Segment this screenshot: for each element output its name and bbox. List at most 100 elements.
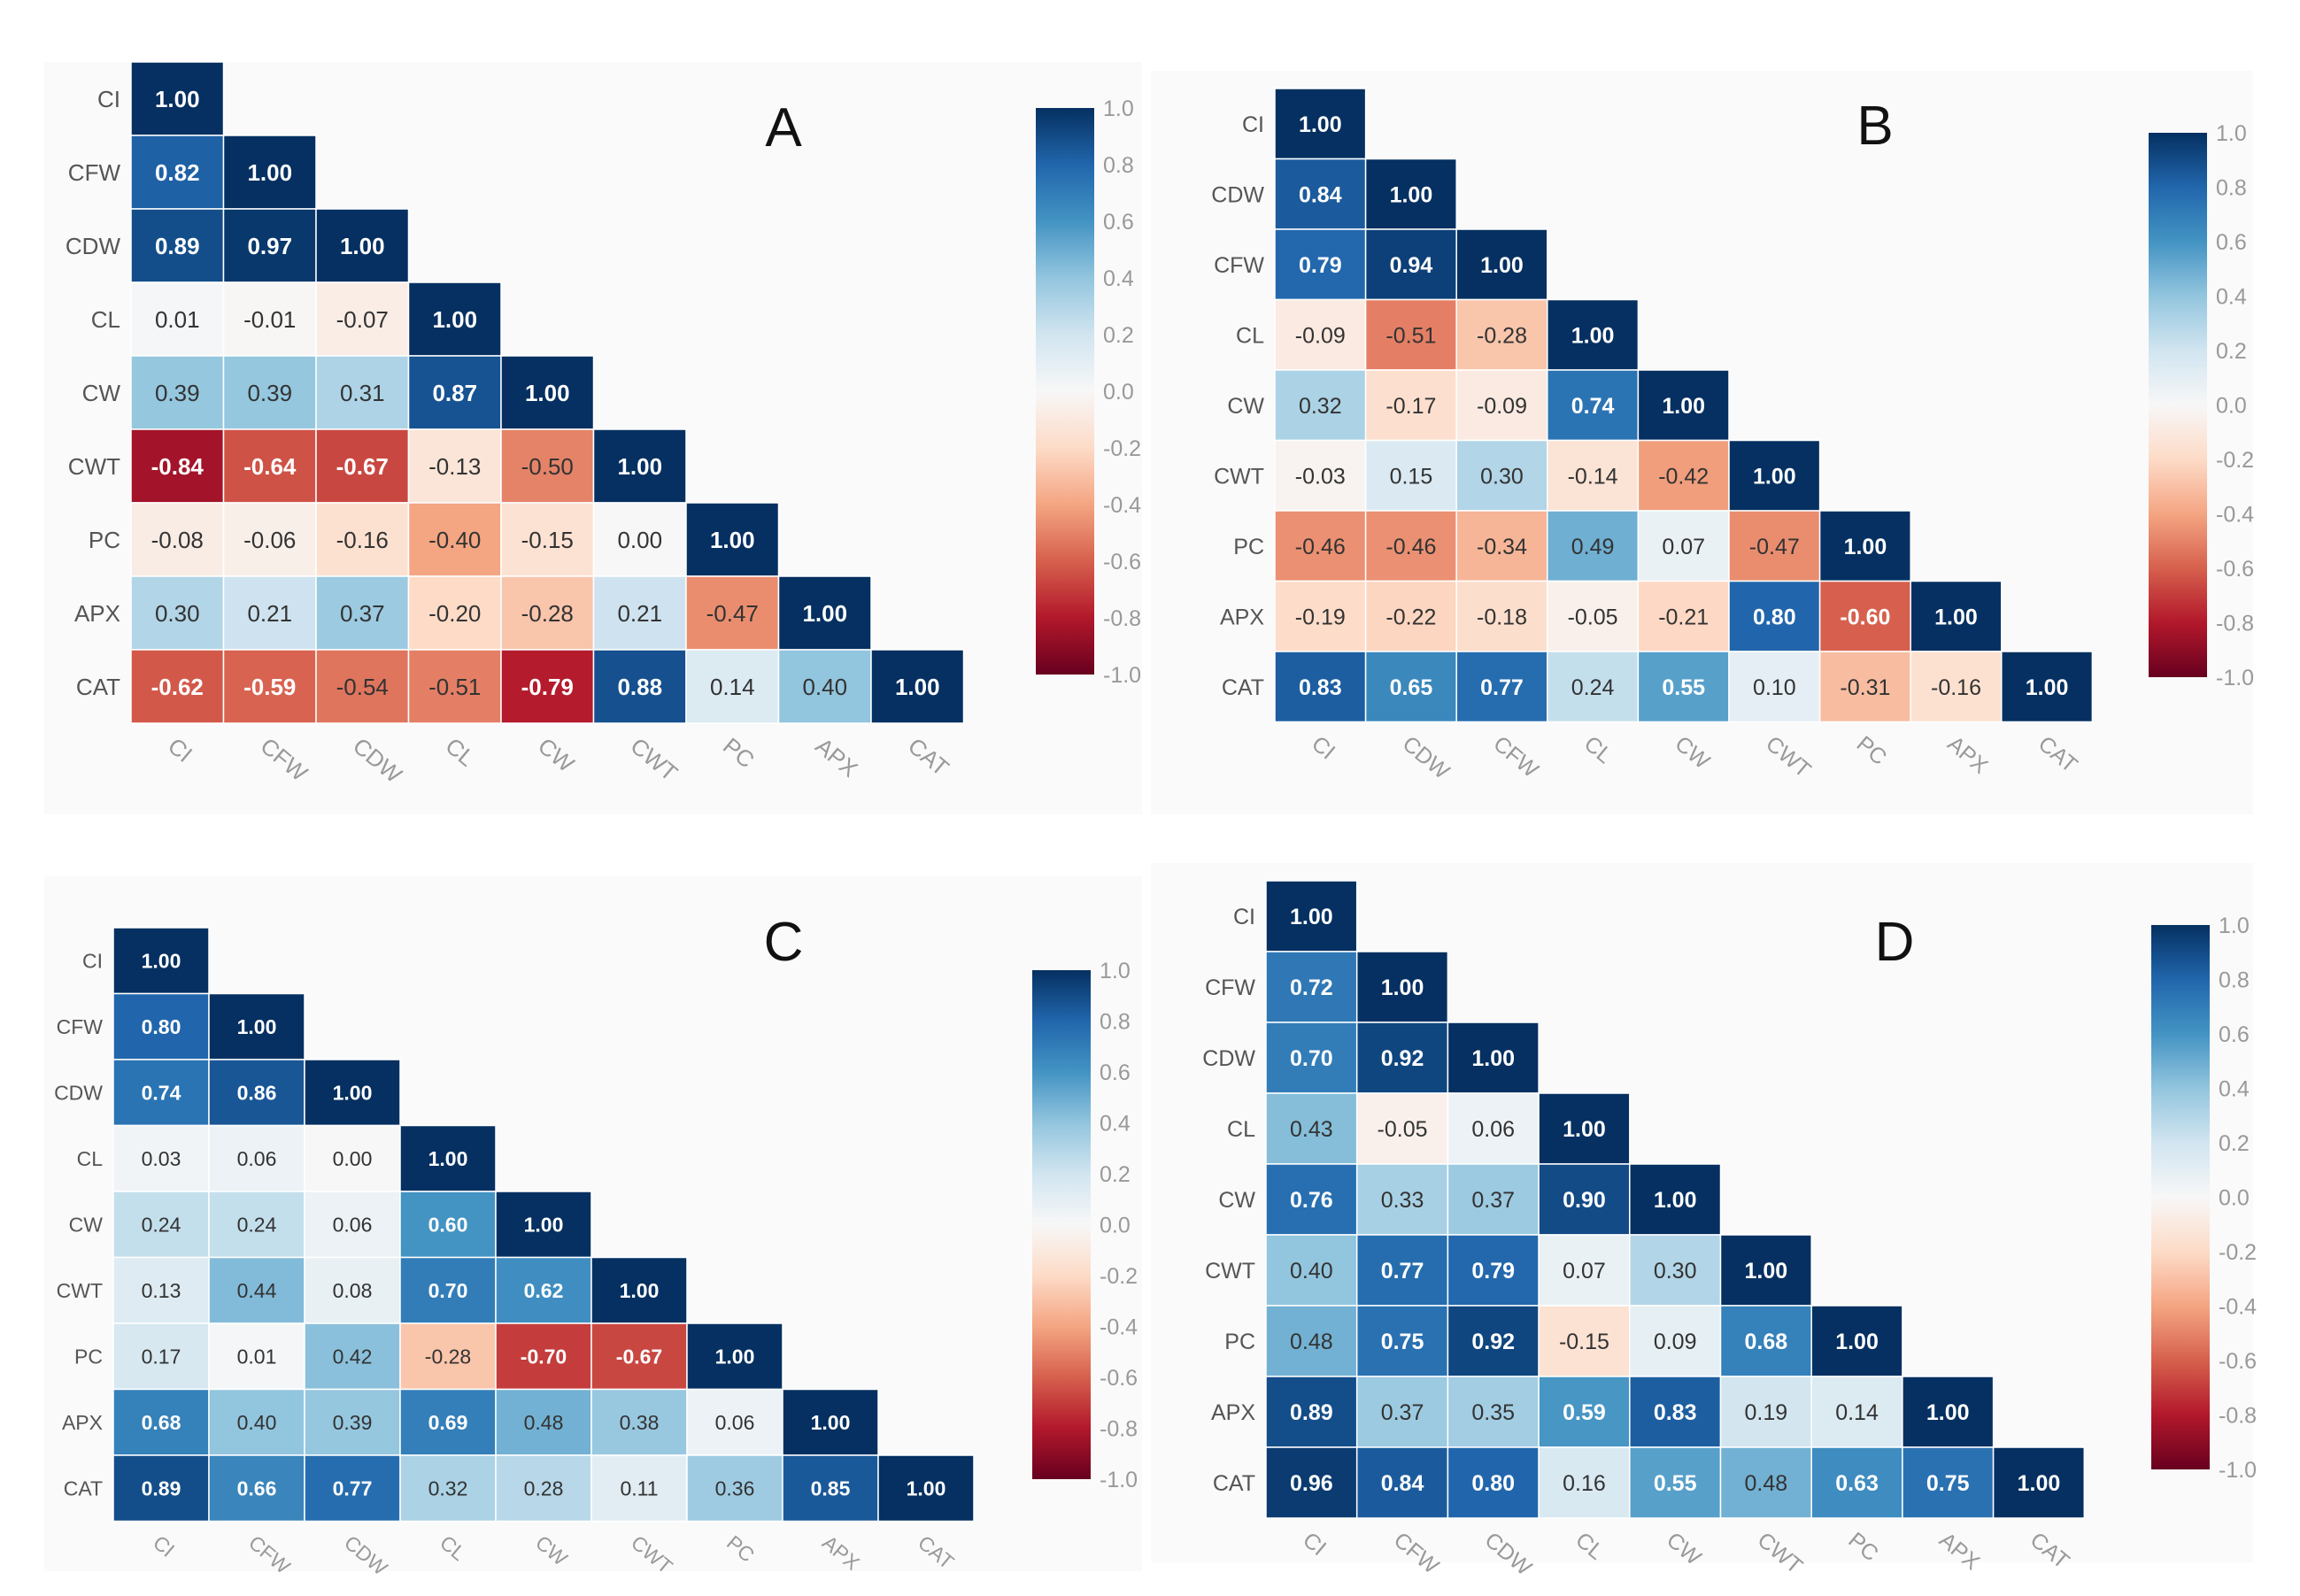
- heatmap-cell: [1355, 951, 1449, 1023]
- heatmap-cell: [208, 1388, 305, 1456]
- row-label: CDW: [1202, 1046, 1255, 1071]
- colorbar-tick-label: 0.2: [2216, 339, 2247, 364]
- row-label: CFW: [1214, 253, 1264, 278]
- cell-value: 0.76: [1290, 1188, 1333, 1213]
- heatmap-cell: [1538, 1163, 1631, 1236]
- cell-value: -0.08: [151, 527, 204, 553]
- colorbar-tick-label: 0.2: [1100, 1162, 1131, 1187]
- panel-letter: C: [764, 912, 804, 973]
- heatmap-cell: [112, 1124, 210, 1192]
- cell-value: 0.06: [237, 1147, 277, 1170]
- colorbar-tick-label: 1.0: [2219, 914, 2250, 938]
- heatmap-cell: [1355, 1305, 1449, 1377]
- cell-value: -0.05: [1568, 605, 1618, 629]
- cell-value: 0.16: [1563, 1471, 1606, 1496]
- heatmap-cell: [1538, 1446, 1631, 1519]
- cell-value: -0.59: [243, 674, 296, 700]
- heatmap-cell: [304, 1322, 401, 1391]
- colorbar-tick-label: 0.8: [1100, 1010, 1131, 1035]
- cell-value: 0.00: [333, 1147, 373, 1170]
- cell-value: -0.79: [521, 674, 574, 700]
- cell-value: 0.38: [620, 1411, 660, 1434]
- row-label: CW: [69, 1214, 104, 1237]
- heatmap-cell: [208, 1454, 305, 1523]
- cell-value: 0.69: [428, 1411, 468, 1434]
- cell-value: 0.30: [1654, 1259, 1697, 1284]
- heatmap-cell: [1992, 1446, 2086, 1519]
- row-label: CL: [91, 306, 120, 333]
- heatmap-cell: [130, 649, 225, 724]
- cell-value: 0.17: [142, 1345, 181, 1369]
- colorbar-tick-label: 0.0: [2219, 1186, 2250, 1211]
- heatmap-cell: [500, 355, 595, 430]
- heatmap-cell: [130, 281, 225, 357]
- cell-value: -0.34: [1477, 535, 1527, 559]
- cell-value: 0.21: [617, 600, 662, 627]
- heatmap-cell: [1447, 1022, 1540, 1094]
- row-label: CDW: [54, 1082, 103, 1105]
- heatmap-cell: [1629, 1163, 1722, 1236]
- cell-value: -0.18: [1477, 605, 1527, 629]
- heatmap-cell: [1728, 510, 1821, 582]
- heatmap-cell: [685, 575, 780, 651]
- colorbar-tick-label: -1.0: [1103, 663, 1141, 688]
- heatmap-cell: [685, 502, 780, 577]
- cell-value: 1.00: [432, 306, 477, 333]
- heatmap-cell: [1818, 651, 1911, 723]
- cell-value: 0.75: [1381, 1330, 1424, 1354]
- colorbar-tick-label: -1.0: [2216, 666, 2254, 690]
- heatmap-cell: [1447, 1305, 1540, 1377]
- cell-value: -0.01: [243, 306, 296, 333]
- heatmap-cell: [407, 355, 502, 430]
- cell-value: 1.00: [1844, 535, 1887, 559]
- heatmap-cell: [686, 1388, 783, 1456]
- heatmap-cell: [112, 992, 210, 1060]
- row-label: CWT: [68, 453, 120, 480]
- heatmap-cell: [1547, 510, 1640, 582]
- heatmap-panel-a: 1.00 0.82 1.00 0.89 0.97 1.00 0.01 -0.01 -0.07 1.…: [44, 61, 1142, 814]
- cell-value: 0.88: [617, 674, 662, 700]
- heatmap-cell: [1910, 651, 2003, 723]
- cell-value: 0.75: [1926, 1471, 1970, 1496]
- cell-value: 0.13: [142, 1279, 181, 1302]
- cell-value: 0.49: [1571, 535, 1615, 559]
- cell-value: 0.39: [333, 1411, 373, 1434]
- heatmap-cell: [130, 355, 225, 430]
- cell-value: 0.70: [1290, 1046, 1333, 1071]
- heatmap-cell: [315, 502, 410, 577]
- cell-value: 1.00: [2018, 1471, 2061, 1496]
- colorbar-tick-label: -0.2: [1103, 436, 1141, 461]
- heatmap-cell: [1538, 1376, 1631, 1448]
- heatmap-cell: [592, 649, 687, 724]
- cell-value: 0.55: [1662, 675, 1705, 700]
- heatmap-cell: [1274, 158, 1367, 230]
- heatmap-cell: [315, 208, 410, 283]
- colorbar-tick-label: 0.4: [2219, 1077, 2250, 1102]
- heatmap-cell: [1355, 1163, 1449, 1236]
- heatmap-cell: [495, 1454, 592, 1523]
- heatmap-panel-d: 1.00 0.72 1.00 0.70 0.92 1.00 0.43 -0.05 0.06 1.0…: [1151, 863, 2257, 1581]
- heatmap-cell: [495, 1388, 592, 1456]
- cell-value: 0.48: [524, 1411, 564, 1434]
- cell-value: -0.51: [428, 674, 481, 700]
- cell-value: 1.00: [895, 674, 940, 700]
- cell-value: -0.15: [1559, 1330, 1609, 1354]
- colorbar-tick-label: -1.0: [1100, 1468, 1138, 1492]
- cell-value: 0.40: [1290, 1259, 1333, 1284]
- cell-value: 0.42: [333, 1345, 373, 1369]
- row-label: CWT: [1214, 464, 1264, 489]
- heatmap-cell: [1364, 228, 1457, 301]
- row-label: CDW: [66, 233, 121, 259]
- cell-value: 1.00: [1563, 1117, 1606, 1142]
- heatmap-cell: [500, 575, 595, 651]
- heatmap-cell: [208, 1191, 305, 1259]
- cell-value: 0.11: [620, 1477, 658, 1500]
- heatmap-cell: [1637, 580, 1730, 652]
- colorbar-tick-label: -0.6: [1103, 550, 1141, 574]
- cell-value: -0.47: [1749, 535, 1800, 559]
- cell-value: 0.77: [1480, 675, 1524, 700]
- heatmap-cell: [1265, 1022, 1358, 1094]
- cell-value: 0.07: [1563, 1259, 1606, 1284]
- heatmap-cell: [1364, 580, 1457, 652]
- cell-value: -0.64: [243, 453, 297, 480]
